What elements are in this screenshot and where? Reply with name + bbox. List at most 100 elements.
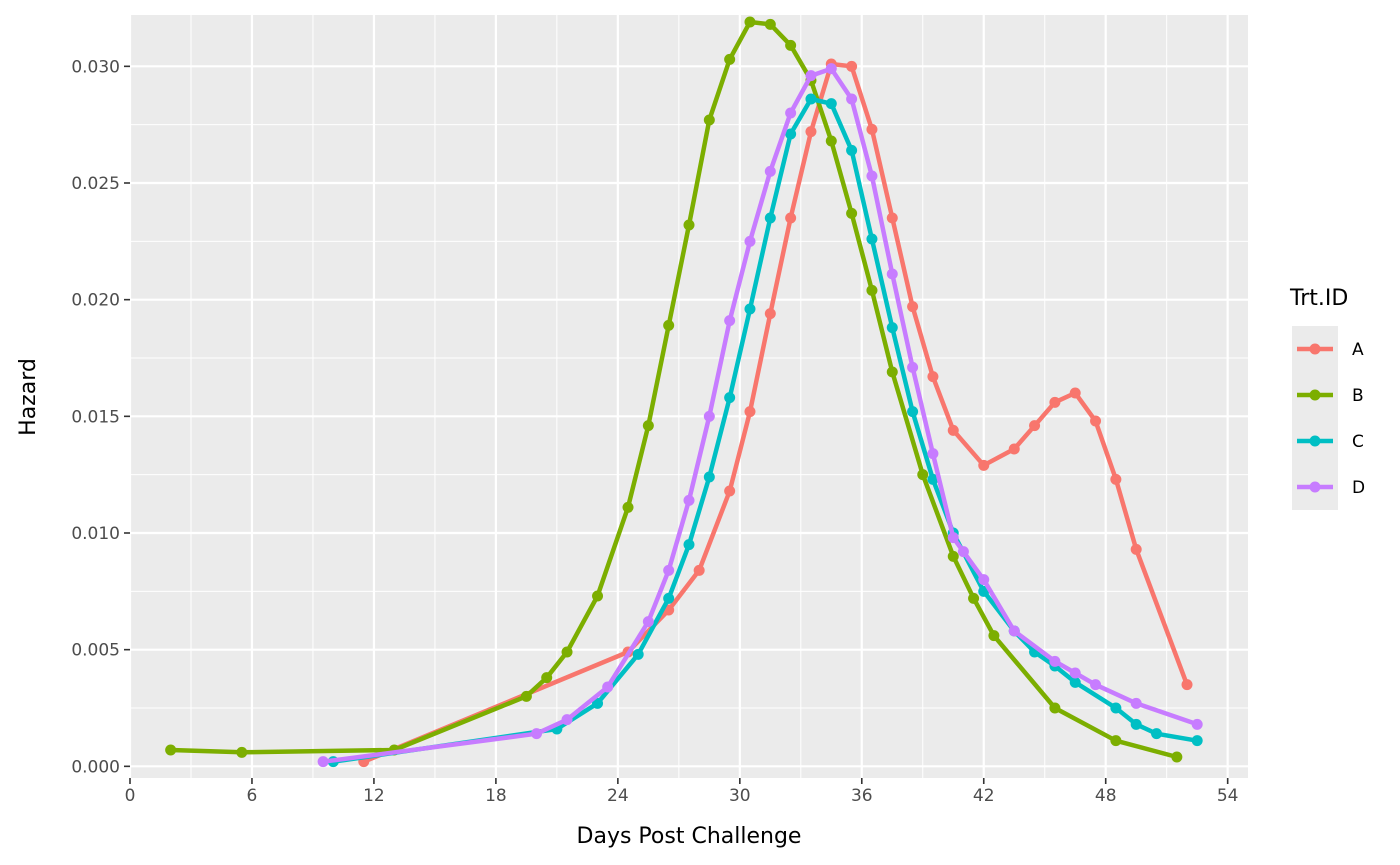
data-point bbox=[531, 728, 543, 740]
legend-label: B bbox=[1352, 386, 1364, 406]
legend-title: Trt.ID bbox=[1289, 286, 1348, 311]
data-point bbox=[744, 235, 756, 247]
x-tick-label: 36 bbox=[851, 786, 873, 806]
y-tick-label: 0.020 bbox=[71, 291, 120, 311]
data-point bbox=[1008, 625, 1020, 637]
data-point bbox=[1151, 728, 1163, 740]
legend-key-point bbox=[1309, 389, 1321, 401]
data-point bbox=[886, 268, 898, 280]
data-point bbox=[703, 471, 715, 483]
y-axis-title: Hazard bbox=[16, 358, 41, 436]
data-point bbox=[927, 473, 939, 485]
data-point bbox=[683, 494, 695, 506]
y-axis: 0.000 0.005 0.010 0.015 0.020 0.025 0.030 bbox=[71, 57, 130, 777]
x-tick-label: 48 bbox=[1095, 786, 1117, 806]
data-point bbox=[236, 746, 248, 758]
data-point bbox=[764, 308, 776, 320]
data-point bbox=[1191, 718, 1203, 730]
data-point bbox=[927, 448, 939, 460]
y-tick-label: 0.030 bbox=[71, 57, 120, 77]
data-point bbox=[886, 322, 898, 334]
series-line-D bbox=[322, 66, 1198, 764]
data-point bbox=[592, 697, 604, 709]
grid-minor bbox=[130, 15, 1248, 778]
data-point bbox=[724, 485, 736, 497]
data-point bbox=[1181, 679, 1193, 691]
data-point bbox=[724, 392, 736, 404]
data-point bbox=[1069, 387, 1081, 399]
plot-panel bbox=[130, 15, 1248, 778]
data-point bbox=[592, 590, 604, 602]
series-C bbox=[327, 93, 1203, 768]
data-point bbox=[642, 616, 654, 628]
grid-major bbox=[128, 15, 1248, 778]
data-point bbox=[947, 424, 959, 436]
data-point bbox=[957, 546, 969, 558]
x-axis: 0 6 12 18 24 30 36 42 48 54 bbox=[125, 778, 1239, 806]
data-point bbox=[1130, 697, 1142, 709]
y-tick-label: 0.005 bbox=[71, 641, 120, 661]
data-point bbox=[642, 420, 654, 432]
data-point bbox=[785, 39, 797, 51]
legend-item-C: C bbox=[1292, 418, 1364, 464]
x-tick-label: 6 bbox=[247, 786, 258, 806]
data-point bbox=[927, 371, 939, 383]
data-point bbox=[561, 714, 573, 726]
y-tick-label: 0.015 bbox=[71, 407, 120, 427]
x-tick-label: 54 bbox=[1217, 786, 1239, 806]
x-tick-label: 30 bbox=[729, 786, 751, 806]
data-point bbox=[825, 98, 837, 110]
data-point bbox=[1049, 702, 1061, 714]
legend-item-A: A bbox=[1292, 326, 1364, 372]
series-layer bbox=[165, 16, 1203, 768]
y-tick-label: 0.010 bbox=[71, 524, 120, 544]
data-point bbox=[622, 501, 634, 513]
data-point bbox=[846, 207, 858, 219]
data-point bbox=[724, 53, 736, 65]
data-point bbox=[978, 459, 990, 471]
series-D bbox=[317, 63, 1203, 768]
data-point bbox=[907, 406, 919, 418]
data-point bbox=[663, 319, 675, 331]
data-point bbox=[683, 219, 695, 231]
x-tick-label: 0 bbox=[125, 786, 136, 806]
data-point bbox=[1029, 420, 1041, 432]
data-point bbox=[1049, 396, 1061, 408]
data-point bbox=[846, 93, 858, 105]
data-point bbox=[520, 690, 532, 702]
x-axis-title: Days Post Challenge bbox=[577, 824, 802, 849]
x-tick-label: 12 bbox=[363, 786, 385, 806]
data-point bbox=[866, 233, 878, 245]
data-point bbox=[1069, 676, 1081, 688]
data-point bbox=[764, 18, 776, 30]
data-point bbox=[1110, 473, 1122, 485]
data-point bbox=[785, 212, 797, 224]
data-point bbox=[683, 539, 695, 551]
data-point bbox=[724, 315, 736, 327]
data-point bbox=[866, 123, 878, 135]
legend-key-point bbox=[1309, 481, 1321, 493]
legend: Trt.ID A B C D bbox=[1289, 286, 1365, 510]
data-point bbox=[764, 212, 776, 224]
x-tick-label: 18 bbox=[485, 786, 507, 806]
data-point bbox=[1090, 679, 1102, 691]
data-point bbox=[744, 303, 756, 315]
data-point bbox=[1090, 415, 1102, 427]
data-point bbox=[846, 60, 858, 72]
data-point bbox=[663, 592, 675, 604]
data-point bbox=[805, 126, 817, 138]
data-point bbox=[947, 532, 959, 544]
data-point bbox=[886, 212, 898, 224]
data-point bbox=[988, 630, 1000, 642]
legend-label: C bbox=[1352, 432, 1364, 452]
data-point bbox=[785, 107, 797, 119]
data-point bbox=[1110, 735, 1122, 747]
data-point bbox=[165, 744, 177, 756]
data-point bbox=[825, 63, 837, 75]
data-point bbox=[907, 301, 919, 313]
data-point bbox=[744, 16, 756, 28]
data-point bbox=[1008, 443, 1020, 455]
data-point bbox=[744, 406, 756, 418]
data-point bbox=[693, 564, 705, 576]
